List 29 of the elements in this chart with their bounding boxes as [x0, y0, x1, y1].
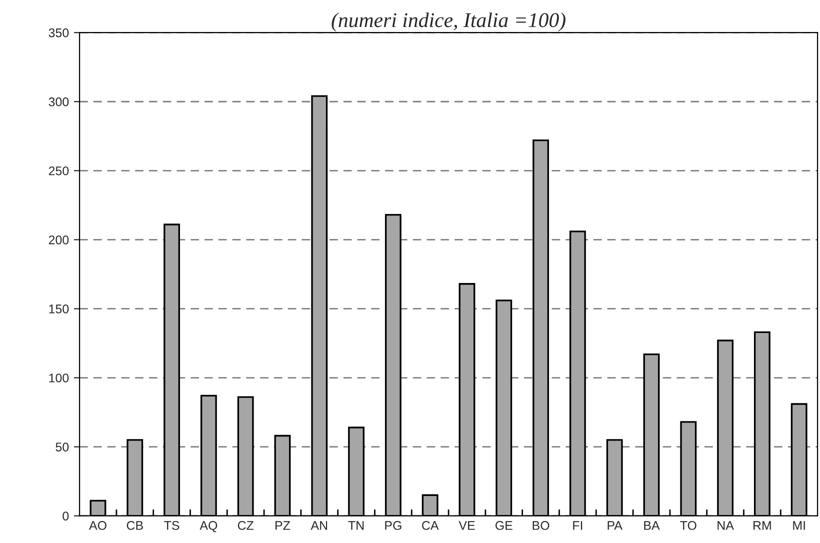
y-tick-label: 50 [56, 442, 69, 452]
x-tick-label: AQ [200, 521, 218, 532]
y-tick-label: 150 [49, 304, 69, 314]
y-tick-label: 300 [48, 97, 69, 106]
x-tick-label: CB [126, 521, 143, 530]
y-tick-label: 200 [48, 235, 69, 244]
x-tick-label: TN [348, 521, 364, 530]
x-tick-label: CA [422, 521, 439, 530]
x-tick-label: RM [753, 521, 771, 530]
x-tick-label: AO [88, 521, 106, 530]
x-tick-label: TO [680, 521, 696, 530]
x-tick-label: PA [608, 521, 622, 530]
x-tick-label: PZ [276, 521, 290, 530]
x-tick-label: BA [644, 521, 660, 530]
x-tick-label: CZ [238, 521, 254, 530]
x-tick-label: MI [793, 521, 805, 530]
x-tick-label: GE [495, 521, 512, 530]
x-tick-label: AN [310, 521, 328, 530]
x-tick-label: BO [532, 521, 550, 530]
x-tick-label: TS [164, 521, 180, 530]
y-tick-label: 250 [48, 166, 69, 176]
x-tick-label: VE [458, 521, 475, 530]
y-tick-label: 350 [48, 28, 69, 38]
chart-title: (numeri indice, Italia =100) [332, 12, 566, 32]
x-tick-label: FI [573, 521, 582, 530]
x-tick-label: NA [718, 521, 734, 530]
y-tick-label: 100 [49, 374, 69, 382]
y-tick-label: 0 [62, 512, 69, 520]
x-tick-label: PG [385, 521, 402, 530]
